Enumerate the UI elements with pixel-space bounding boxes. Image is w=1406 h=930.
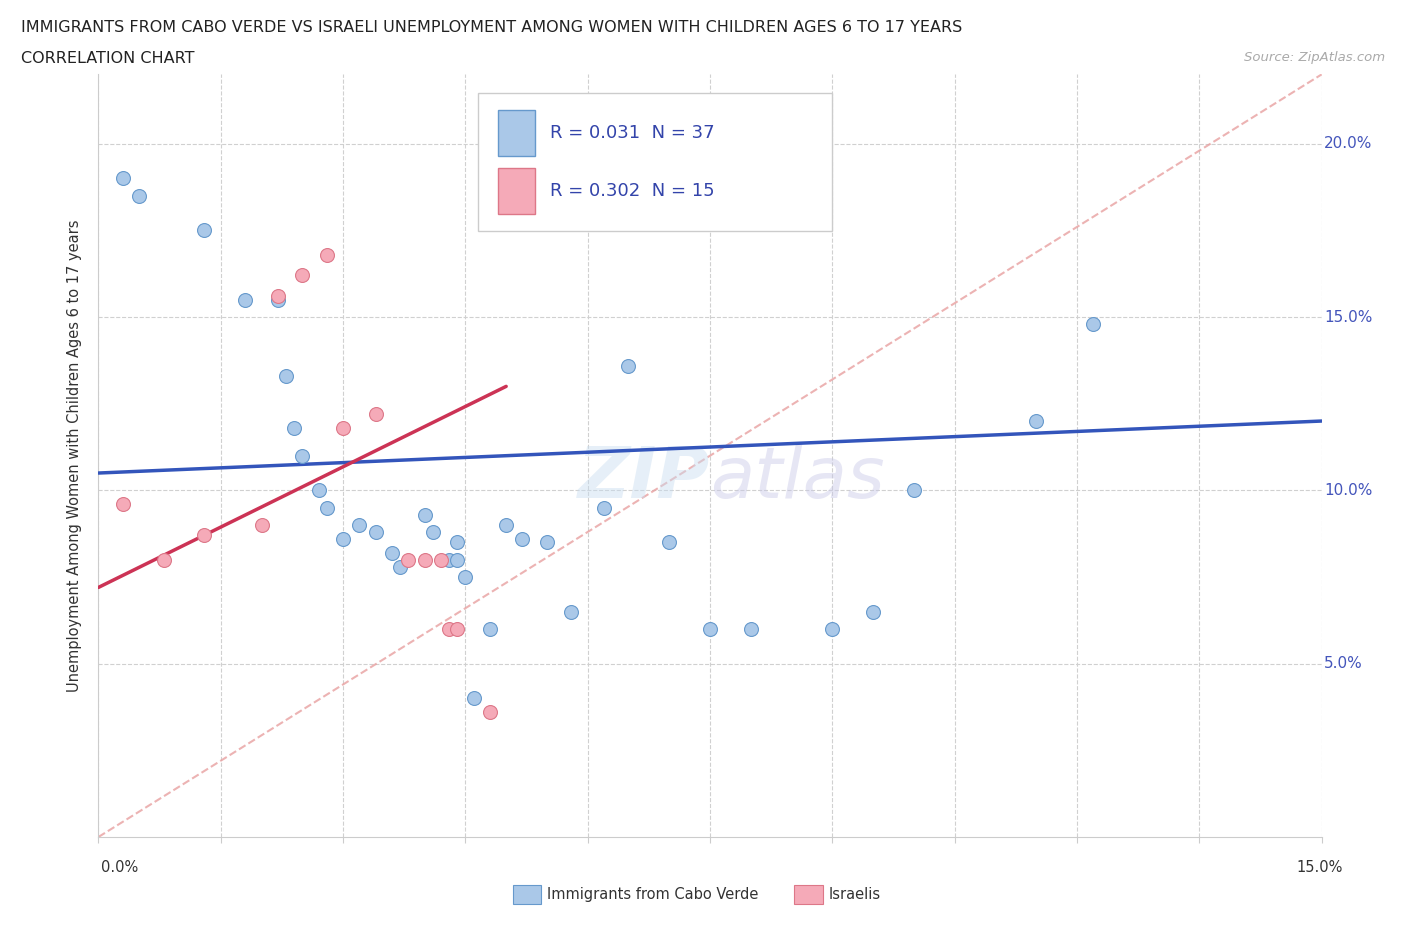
Point — [128, 188, 150, 203]
Point — [283, 420, 305, 435]
Point — [250, 518, 273, 533]
Point — [536, 535, 558, 550]
Text: Source: ZipAtlas.com: Source: ZipAtlas.com — [1244, 51, 1385, 64]
Point — [332, 420, 354, 435]
Point — [308, 483, 330, 498]
Text: R = 0.302  N = 15: R = 0.302 N = 15 — [550, 182, 714, 200]
Point — [413, 507, 436, 522]
Bar — [498, 168, 536, 214]
Point — [193, 528, 215, 543]
Point — [1025, 414, 1047, 429]
Point — [111, 171, 134, 186]
Point — [593, 500, 616, 515]
Point — [903, 483, 925, 498]
Point — [291, 448, 314, 463]
Text: atlas: atlas — [710, 445, 884, 513]
Point — [454, 569, 477, 584]
Point — [364, 525, 387, 539]
Point — [699, 621, 721, 636]
Point — [446, 621, 468, 636]
Point — [495, 518, 517, 533]
Point — [446, 535, 468, 550]
Point — [560, 604, 582, 619]
Text: R = 0.031  N = 37: R = 0.031 N = 37 — [550, 124, 714, 141]
Point — [413, 552, 436, 567]
Point — [740, 621, 762, 636]
Point — [396, 552, 419, 567]
Text: Immigrants from Cabo Verde: Immigrants from Cabo Verde — [547, 887, 758, 902]
Text: Israelis: Israelis — [828, 887, 880, 902]
Point — [617, 358, 640, 373]
Bar — [498, 110, 536, 155]
Point — [315, 247, 337, 262]
Text: IMMIGRANTS FROM CABO VERDE VS ISRAELI UNEMPLOYMENT AMONG WOMEN WITH CHILDREN AGE: IMMIGRANTS FROM CABO VERDE VS ISRAELI UN… — [21, 20, 962, 35]
Point — [364, 406, 387, 421]
Text: 5.0%: 5.0% — [1324, 657, 1362, 671]
Point — [478, 621, 501, 636]
Point — [422, 525, 444, 539]
Point — [463, 691, 485, 706]
Point — [437, 621, 460, 636]
Point — [152, 552, 174, 567]
Point — [274, 368, 297, 383]
Point — [193, 223, 215, 238]
Point — [349, 518, 371, 533]
Point — [111, 497, 134, 512]
Point — [430, 552, 453, 567]
Point — [658, 535, 681, 550]
Point — [862, 604, 884, 619]
Text: 10.0%: 10.0% — [1324, 483, 1372, 498]
Point — [233, 292, 256, 307]
Y-axis label: Unemployment Among Women with Children Ages 6 to 17 years: Unemployment Among Women with Children A… — [67, 219, 83, 692]
Point — [1083, 316, 1105, 331]
Text: 20.0%: 20.0% — [1324, 136, 1372, 152]
Point — [478, 705, 501, 720]
FancyBboxPatch shape — [478, 94, 832, 231]
Point — [446, 552, 468, 567]
Point — [437, 552, 460, 567]
Text: 15.0%: 15.0% — [1296, 860, 1343, 875]
Point — [389, 559, 412, 574]
Point — [381, 545, 404, 560]
Text: CORRELATION CHART: CORRELATION CHART — [21, 51, 194, 66]
Text: ZIP: ZIP — [578, 445, 710, 513]
Point — [332, 531, 354, 546]
Point — [291, 268, 314, 283]
Point — [267, 292, 290, 307]
Point — [512, 531, 534, 546]
Point — [267, 289, 290, 304]
Point — [821, 621, 844, 636]
Text: 0.0%: 0.0% — [101, 860, 138, 875]
Text: 15.0%: 15.0% — [1324, 310, 1372, 325]
Point — [315, 500, 337, 515]
